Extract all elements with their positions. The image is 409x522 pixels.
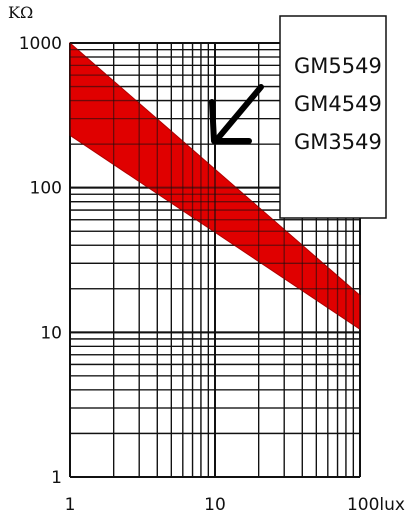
- legend-entry-gm4549: GM4549: [294, 92, 382, 116]
- legend-frame: [279, 15, 387, 219]
- legend-entry-gm3549: GM3549: [294, 130, 382, 154]
- y-unit-label: KΩ: [8, 3, 33, 22]
- y-tick-label: 1: [51, 468, 62, 488]
- y-tick-label: 1000: [19, 34, 62, 54]
- tick-labels: 1000 100 10 11 10 100lux: [19, 34, 405, 515]
- y-tick-label: 100: [30, 179, 62, 199]
- legend-box: GM5549 GM4549 GM3549: [279, 15, 387, 219]
- x-tick-label: 10: [204, 495, 226, 515]
- x-tick-label: 100lux: [347, 495, 405, 515]
- legend-entry-gm5549: GM5549: [294, 54, 382, 78]
- pointer-arrow-icon: [209, 84, 264, 144]
- x-tick-label: 1: [65, 495, 76, 515]
- y-tick-label: 10: [40, 323, 62, 343]
